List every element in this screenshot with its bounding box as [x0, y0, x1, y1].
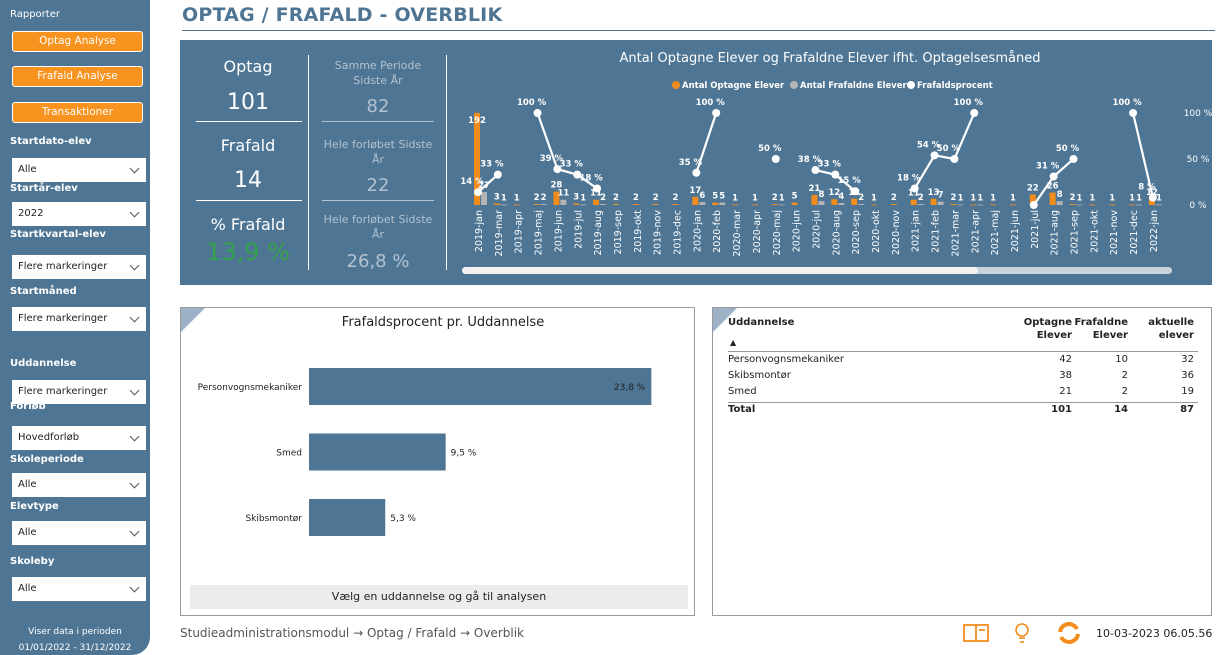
filter-label: Skoleperiode [10, 454, 84, 465]
filter-dropdown[interactable]: Alle [12, 158, 146, 182]
sidebar: Rapporter Optag Analyse Frafald Analyse Tra… [0, 0, 150, 655]
table-cell: 2 [1121, 386, 1128, 397]
separator [196, 121, 302, 122]
comparison-label: Hele forløbet Sidste År [323, 138, 433, 166]
table-cell: Smed [728, 386, 757, 397]
sidebar-heading: Rapporter [10, 9, 60, 20]
table-cell: 87 [1180, 404, 1194, 415]
tip-icon[interactable] [1015, 623, 1029, 643]
table-cell: 32 [1181, 354, 1194, 365]
nav-button[interactable]: Optag Analyse [12, 31, 143, 52]
comparison-label: Hele forløbet Sidste År [323, 213, 433, 241]
comparison-value: 82 [366, 96, 390, 117]
sort-arrow: ▲ [730, 338, 737, 347]
filter-label: Startår-elev [10, 183, 78, 194]
table-cell: 36 [1181, 370, 1194, 381]
comparison-value: 26,8 % [346, 251, 410, 272]
filter-dropdown[interactable]: Alle [12, 473, 146, 497]
column-header: Uddannelse [728, 317, 795, 328]
footer-icons [963, 622, 1080, 644]
table-cell: 42 [1059, 354, 1072, 365]
separator [322, 121, 434, 122]
table-cell: Total [728, 404, 756, 415]
bar-panel [180, 307, 695, 616]
nav-button[interactable]: Transaktioner [12, 102, 143, 123]
help-icon[interactable] [963, 624, 989, 642]
filter-dropdown[interactable]: Alle [12, 577, 146, 601]
filter-label: Startmåned [10, 286, 77, 297]
filter-dropdown[interactable]: Flere markeringer [12, 307, 146, 331]
refresh-icon[interactable] [1058, 622, 1080, 644]
filter-label: Startkvartal-elev [10, 229, 106, 240]
table-panel [712, 307, 1212, 616]
corner [181, 308, 205, 332]
column-header: aktuelle elever [1148, 317, 1194, 341]
filter-label: Uddannelse [10, 358, 77, 369]
filter-label: Startdato-elev [10, 136, 92, 147]
filter-label: Elevtype [10, 501, 59, 512]
timestamp: 10-03-2023 06.05.56 [1096, 627, 1213, 640]
breadcrumb: Studieadministrationsmodul → Optag / Fra… [180, 626, 524, 640]
kpi-label: % Frafald [210, 215, 286, 234]
row-rule [728, 351, 1198, 352]
table-cell: 101 [1051, 404, 1072, 415]
filter-dropdown[interactable]: Alle [12, 521, 146, 545]
separator [308, 55, 309, 270]
kpi-value: 13,9 % [206, 238, 290, 266]
comparison-value: 22 [366, 175, 390, 196]
table-cell: 38 [1059, 370, 1072, 381]
page-title: OPTAG / FRAFALD - OVERBLIK [182, 4, 503, 26]
filter-label: Forløb [10, 401, 46, 412]
filter-label: Skoleby [10, 556, 55, 567]
title-rule [182, 30, 1215, 31]
kpi-label: Optag [223, 57, 273, 76]
kpi-label: Frafald [220, 136, 276, 155]
nav-button[interactable]: Frafald Analyse [12, 66, 143, 87]
separator [446, 55, 447, 270]
kpi-value: 101 [227, 90, 269, 115]
period-label: Viser data i perioden [28, 627, 122, 637]
table-cell: 21 [1059, 386, 1072, 397]
table: Uddannelse Optagne Elever Frafaldne Elever… [728, 316, 1198, 426]
filter-dropdown[interactable]: 2022 [12, 202, 146, 226]
analysis-button[interactable]: Vælg en uddannelse og gå til analysen [190, 585, 688, 609]
kpi-value: 14 [234, 168, 262, 193]
table-cell: 2 [1121, 370, 1128, 381]
filter-dropdown[interactable]: Flere markeringer [12, 380, 146, 404]
column-header: Frafaldne Elever [1074, 317, 1128, 341]
row-rule [728, 402, 1198, 403]
separator [196, 200, 302, 201]
column-header: Optagne Elever [1023, 317, 1072, 341]
period: 01/01/2022 - 31/12/2022 [18, 643, 132, 653]
table-cell: 14 [1114, 404, 1128, 415]
table-cell: Personvognsmekaniker [728, 354, 844, 365]
corner [713, 308, 737, 332]
table-cell: Skibsmontør [728, 370, 791, 381]
filter-dropdown[interactable]: Hovedforløb [12, 426, 146, 450]
comparison-label: Samme Periode Sidste År [334, 59, 422, 87]
table-cell: 10 [1115, 354, 1128, 365]
table-cell: 19 [1181, 386, 1194, 397]
separator [322, 200, 434, 201]
filter-dropdown[interactable]: Flere markeringer [12, 255, 146, 279]
